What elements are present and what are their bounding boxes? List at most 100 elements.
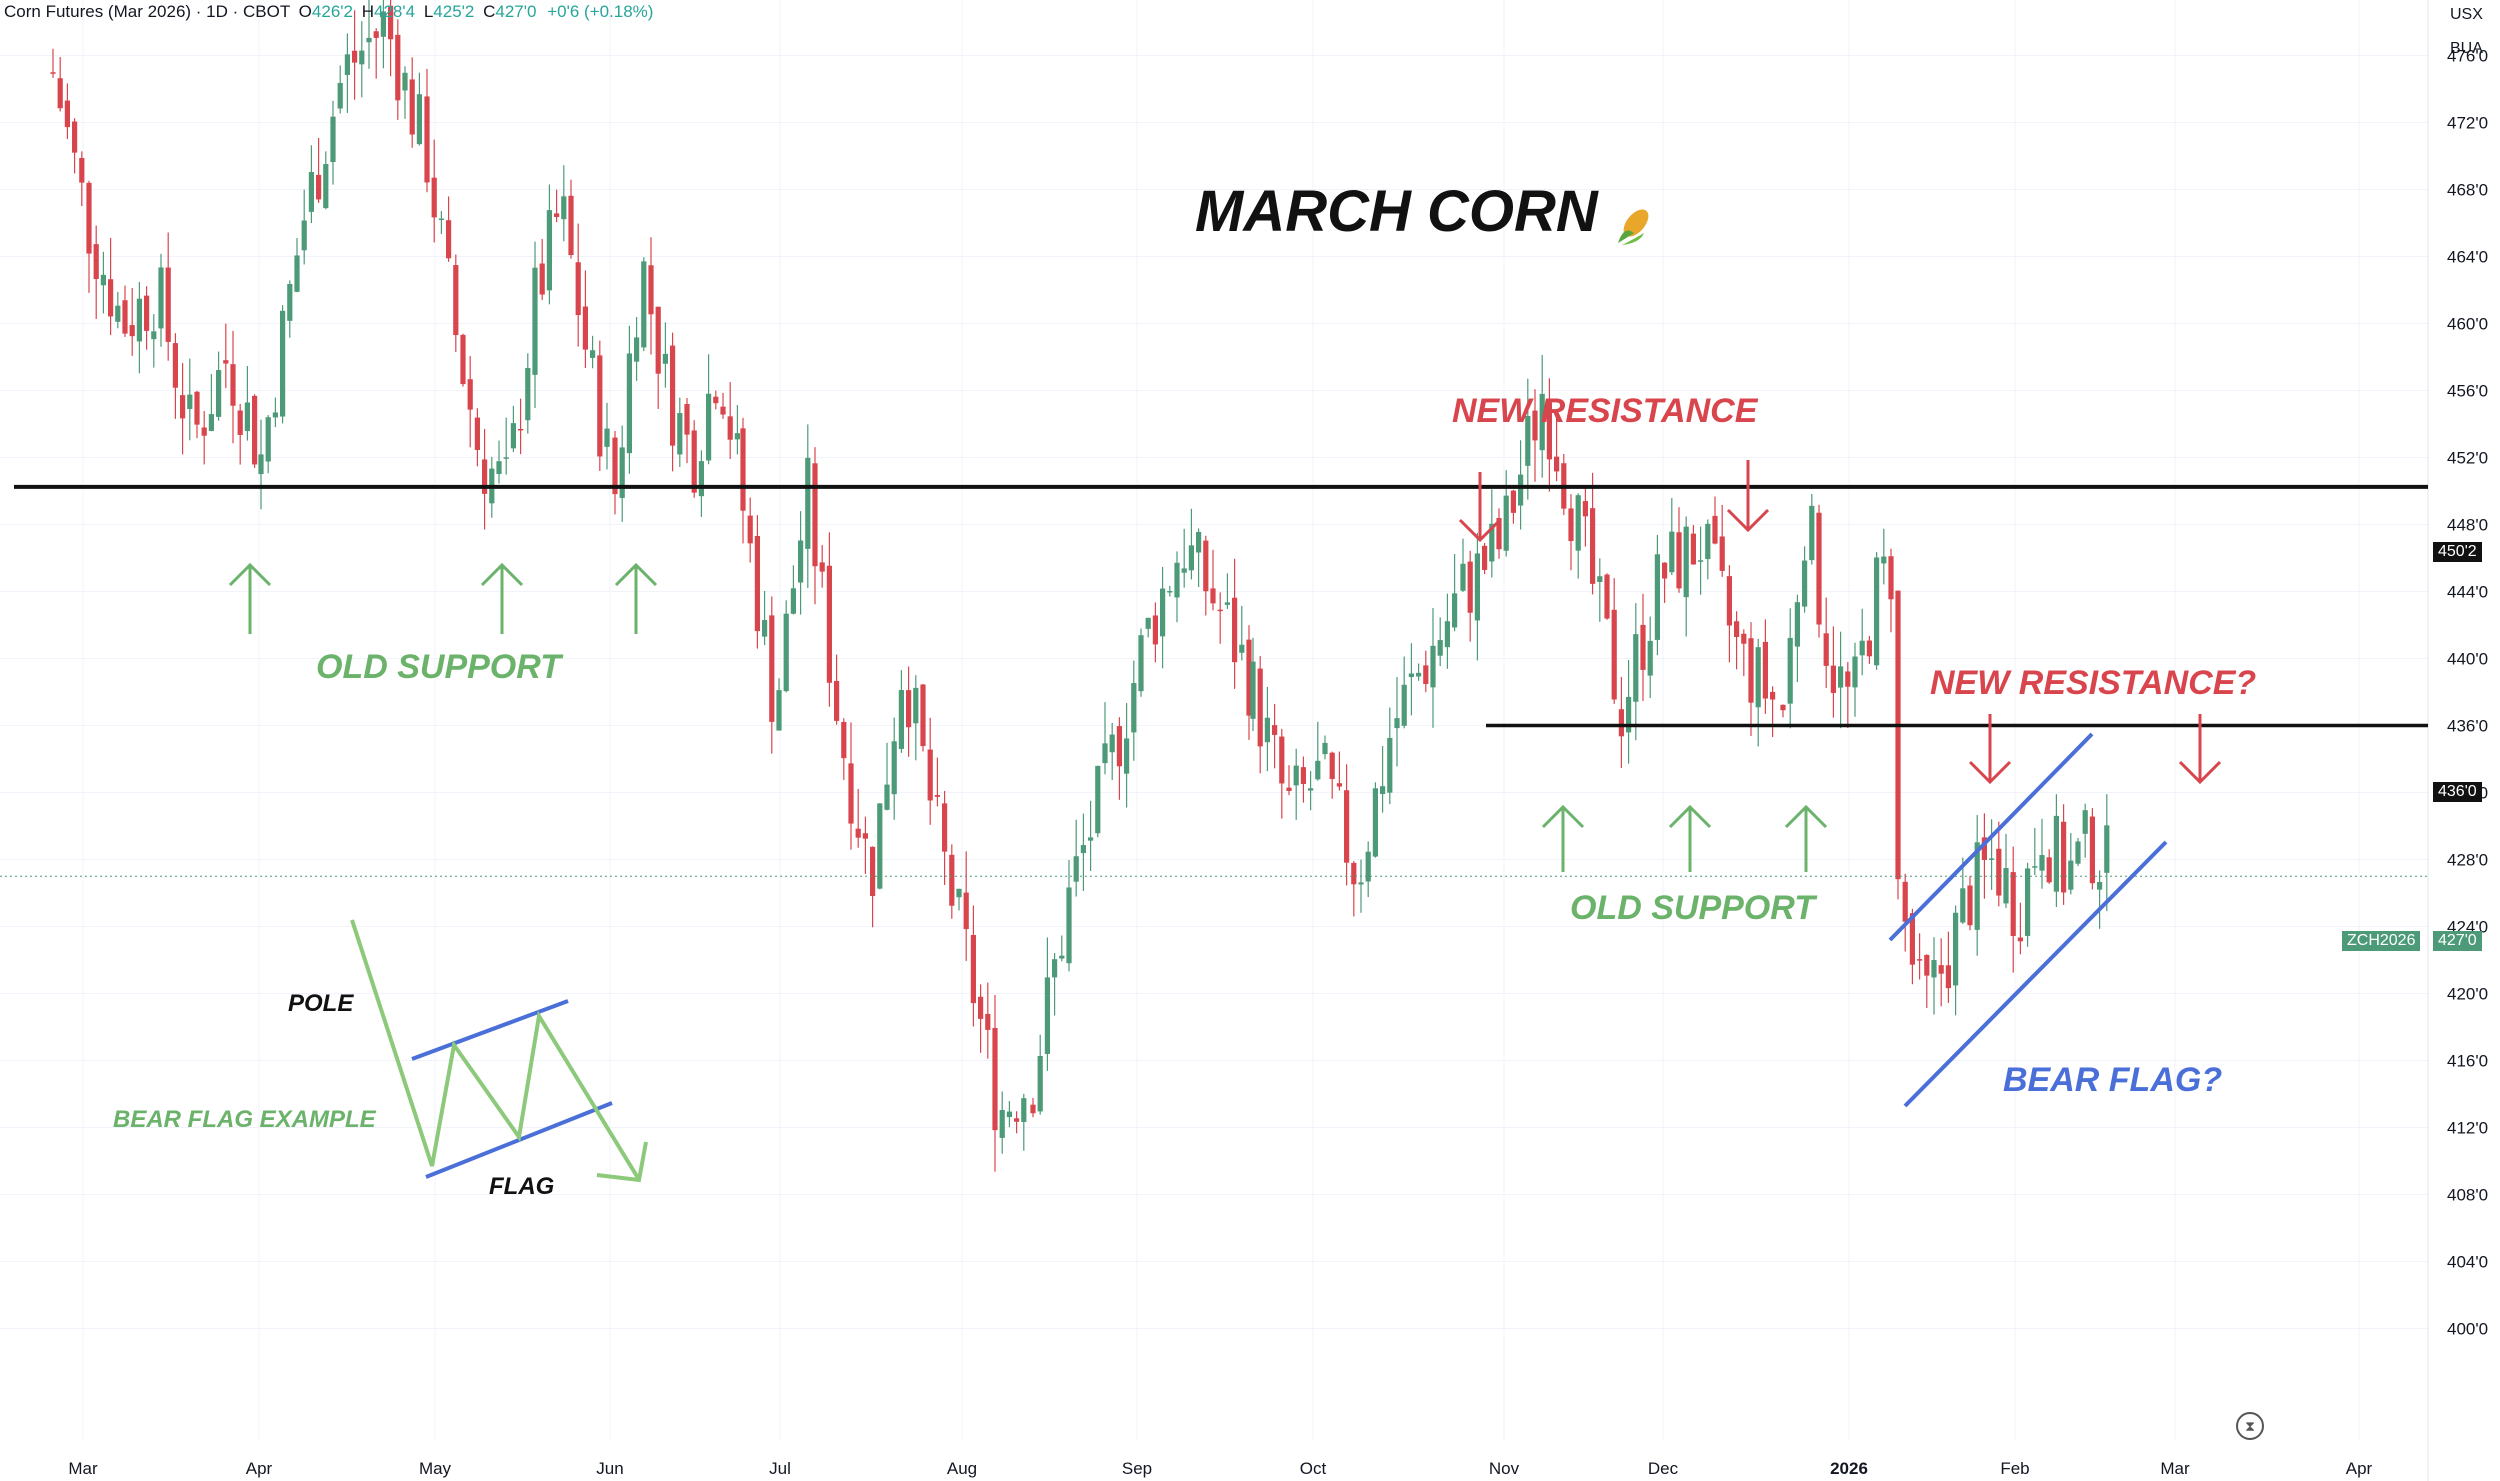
x-tick-label: Mar — [2160, 1459, 2190, 1478]
candle-body — [970, 934, 976, 1004]
x-tick-label: Apr — [246, 1459, 273, 1478]
candle-body — [648, 265, 654, 315]
candle-body — [1052, 959, 1058, 978]
candle-body — [323, 164, 329, 209]
candle-body — [1066, 887, 1072, 964]
candle-body — [1640, 624, 1646, 670]
candle-body — [474, 417, 480, 451]
support-arrow-up-head — [614, 562, 658, 587]
candle-body — [597, 355, 603, 457]
candle-body — [446, 220, 452, 259]
candle-body — [762, 619, 768, 637]
symbol-header: Corn Futures (Mar 2026) · 1D · CBOT O426… — [4, 2, 653, 22]
candle-body — [884, 784, 890, 810]
candle-body — [344, 54, 350, 75]
y-tick-label: 456'0 — [2447, 382, 2488, 401]
candle-body — [1568, 508, 1574, 542]
candle-body — [1953, 912, 1959, 986]
low-label: L — [423, 2, 434, 21]
candle-body — [1726, 576, 1732, 626]
quantity-unit[interactable]: BUA — [2450, 40, 2483, 57]
candle-body — [575, 262, 581, 316]
y-tick-label: 452'0 — [2447, 449, 2488, 468]
candle-body — [1467, 561, 1473, 613]
candle-body — [294, 255, 300, 292]
close-label: C — [483, 2, 496, 21]
flag-channel-upper — [1888, 732, 2094, 942]
candle-body — [416, 94, 422, 145]
example-flag-upper — [411, 999, 569, 1061]
clock-icon[interactable]: ⧗ — [2236, 1412, 2264, 1440]
y-tick-label: 440'0 — [2447, 650, 2488, 669]
candle-body — [1124, 738, 1130, 774]
x-tick-label: Jun — [596, 1459, 623, 1478]
candle-body — [841, 721, 847, 759]
resistance-arrow-down-head — [1458, 518, 1502, 543]
candle-body — [1888, 556, 1894, 600]
candle-body — [187, 394, 193, 409]
resistance-arrow-down-head — [2178, 760, 2222, 785]
candle-body — [1145, 617, 1151, 629]
candle-body — [1315, 760, 1321, 780]
candle-body — [57, 78, 63, 109]
candle-body — [920, 684, 926, 747]
x-tick-label: Jul — [769, 1459, 791, 1478]
candle-body — [1408, 673, 1414, 678]
candle-body — [280, 310, 286, 417]
candle-body — [1748, 638, 1754, 703]
y-tick-label: 400'0 — [2447, 1320, 2488, 1339]
candle-body — [1503, 495, 1509, 551]
candle-body — [1423, 665, 1429, 684]
candle-body — [2104, 825, 2110, 873]
candle-body — [424, 96, 430, 183]
candle-body — [1181, 568, 1187, 573]
support-arrow-up-head — [1541, 804, 1585, 829]
y-tick-label: 428'0 — [2447, 851, 2488, 870]
candle-body — [1401, 684, 1407, 726]
candle-body — [1705, 523, 1711, 560]
candle-body — [1669, 531, 1675, 573]
candle-body — [467, 379, 473, 410]
candle-body — [237, 410, 243, 435]
open-value: 426'2 — [311, 2, 353, 21]
candle-body — [115, 305, 121, 322]
candle-body — [870, 846, 876, 897]
candle-body — [978, 996, 984, 1019]
candle-body — [1945, 965, 1951, 989]
candle-body — [72, 121, 78, 153]
candle-body — [1021, 1098, 1027, 1122]
candle-body — [1917, 959, 1923, 961]
candle-body — [1109, 734, 1115, 753]
candle-body — [963, 892, 969, 930]
candle-body — [1322, 742, 1328, 755]
candle-body — [1037, 1056, 1043, 1112]
candle-body — [691, 430, 697, 493]
candle-body — [999, 1109, 1005, 1138]
candle-body — [985, 1013, 991, 1030]
candle-body — [2025, 868, 2031, 936]
candle-body — [670, 345, 676, 446]
currency-unit[interactable]: USX — [2450, 6, 2483, 23]
x-tick-label: Feb — [2000, 1459, 2029, 1478]
resistance-price-tag: 450'2 — [2433, 542, 2482, 562]
candle-body — [1210, 588, 1216, 604]
candle-body — [86, 182, 92, 254]
candle-body — [1152, 615, 1158, 645]
candle-body — [1604, 574, 1610, 619]
candle-body — [713, 396, 719, 404]
close-value: 427'0 — [495, 2, 537, 21]
candle-body — [438, 218, 444, 221]
candle-body — [1960, 888, 1966, 923]
candle-body — [734, 433, 740, 440]
candle-body — [2003, 868, 2009, 904]
x-tick-label: Sep — [1122, 1459, 1152, 1478]
candle-body — [510, 423, 516, 449]
candle-body — [1272, 725, 1278, 735]
candle-body — [1474, 553, 1480, 621]
candle-body — [1006, 1111, 1012, 1118]
candle-body — [927, 749, 933, 801]
candle-body — [1996, 848, 2002, 896]
candle-body — [1196, 531, 1202, 553]
